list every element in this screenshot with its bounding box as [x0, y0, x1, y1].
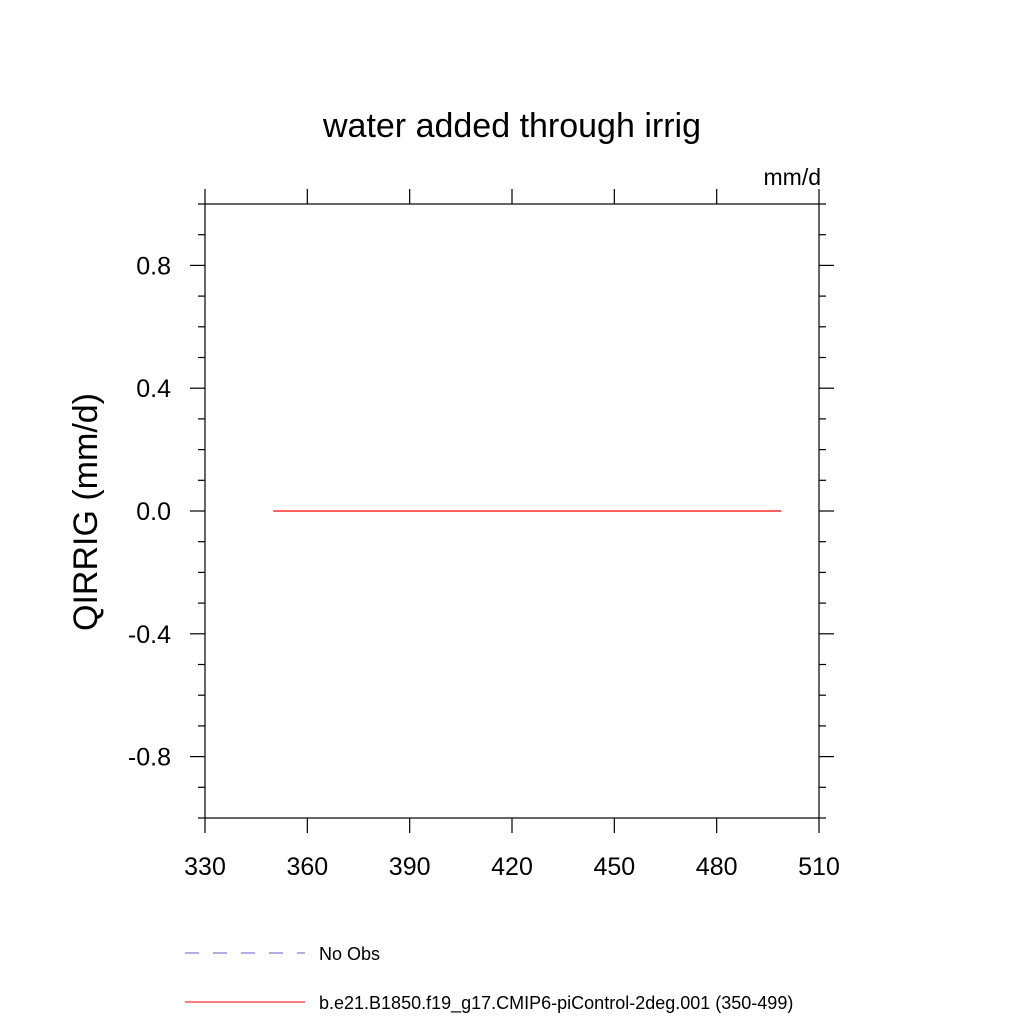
- y-tick-label: -0.8: [128, 744, 171, 772]
- legend: No Obs b.e21.B1850.f19_g17.CMIP6-piContro…: [185, 944, 793, 1014]
- y-axis-label: QIRRIG (mm/d): [67, 393, 105, 631]
- chart-title: water added through irrig: [322, 107, 701, 145]
- x-tick-label: 330: [184, 853, 226, 881]
- x-tick-label: 480: [696, 853, 738, 881]
- y-tick-label: 0.8: [136, 252, 171, 280]
- y-tick-label: 0.0: [136, 498, 171, 526]
- y-tick-label: 0.4: [136, 375, 171, 403]
- x-tick-label: 360: [286, 853, 328, 881]
- legend-label: No Obs: [319, 944, 380, 964]
- units-label: mm/d: [764, 164, 822, 190]
- x-tick-label: 390: [389, 853, 431, 881]
- legend-label: b.e21.B1850.f19_g17.CMIP6-piControl-2deg…: [319, 993, 793, 1014]
- axis-ticks: [190, 189, 834, 833]
- y-tick-label: -0.4: [128, 621, 171, 649]
- x-tick-label: 510: [798, 853, 840, 881]
- x-tick-labels: 330 360 390 420 450 480 510: [184, 853, 840, 881]
- x-tick-label: 420: [491, 853, 533, 881]
- x-tick-label: 450: [593, 853, 635, 881]
- y-tick-labels: 0.8 0.4 0.0 -0.4 -0.8: [128, 252, 171, 771]
